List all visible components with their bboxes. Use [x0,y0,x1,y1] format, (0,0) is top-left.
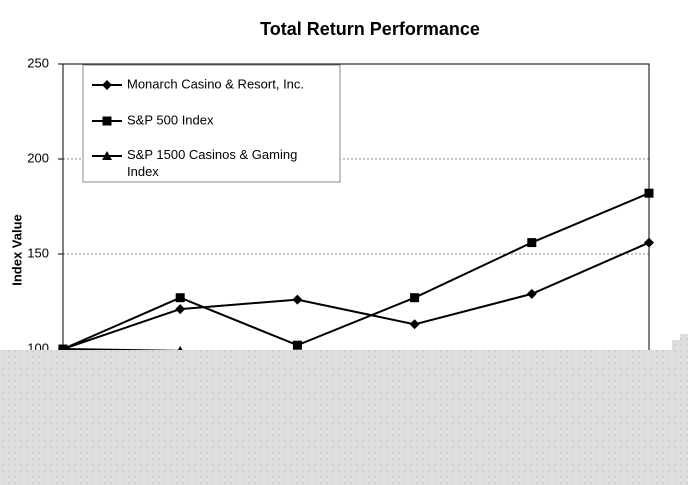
marker [526,288,537,299]
series-line [62,241,650,350]
y-axis-label: Index Value [9,214,24,286]
marker [175,293,185,303]
marker [292,294,303,305]
y-tick-label: 250 [27,55,49,70]
legend-label: Monarch Casino & Resort, Inc. [127,76,304,91]
overlay-step [680,334,688,340]
y-tick-label: 150 [27,245,49,260]
overlay-block [0,350,688,485]
marker [644,188,654,198]
marker [102,116,112,126]
marker [527,238,537,248]
legend-box [82,64,341,183]
legend-label-line: S&P 1500 Casinos & Gaming [127,147,297,162]
marker [175,304,186,315]
y-tick-label: 200 [27,150,49,165]
series-line [62,192,650,350]
marker [102,80,112,90]
legend-label: S&P 500 Index [127,112,214,127]
marker [410,293,420,303]
marker [102,151,112,160]
legend-label-line: Index [127,164,159,179]
overlay-step [672,340,688,350]
chart-title: Total Return Performance [260,19,480,39]
legend-label: S&P 1500 Casinos & Gaming Index [127,147,297,179]
marker [292,340,302,350]
overlay [0,334,688,485]
marker [644,237,654,248]
marker [409,319,420,330]
